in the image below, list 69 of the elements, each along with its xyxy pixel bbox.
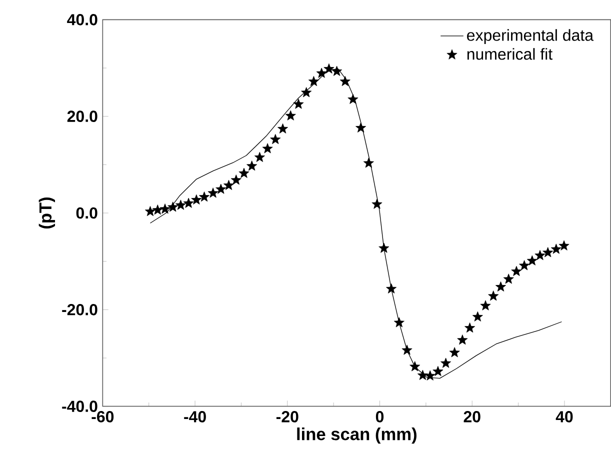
point xyxy=(449,347,460,358)
point xyxy=(378,242,390,253)
point xyxy=(495,281,506,292)
point xyxy=(440,358,452,368)
point xyxy=(152,204,163,215)
point xyxy=(160,204,170,214)
point xyxy=(223,180,234,190)
point xyxy=(332,66,342,76)
x-tick-label: -40 xyxy=(184,411,206,422)
point xyxy=(198,192,210,202)
y-tick-label: -40.0 xyxy=(62,400,98,412)
point xyxy=(183,198,194,208)
point xyxy=(410,361,420,372)
x-tick-label: 0 xyxy=(376,411,384,422)
y-axis-title: (pT) xyxy=(38,198,55,229)
legend-label: numerical fit xyxy=(467,48,552,60)
point xyxy=(175,200,186,210)
point xyxy=(464,322,476,333)
point xyxy=(238,168,250,178)
point xyxy=(526,255,538,266)
point xyxy=(519,260,530,270)
point xyxy=(168,202,178,212)
point xyxy=(301,87,312,98)
point xyxy=(424,370,436,380)
point xyxy=(432,366,444,376)
point xyxy=(534,250,546,260)
point xyxy=(208,188,218,198)
point xyxy=(324,63,334,74)
point xyxy=(542,247,554,258)
point xyxy=(503,274,514,284)
point xyxy=(285,110,296,120)
point xyxy=(472,311,483,322)
point xyxy=(558,240,570,250)
point xyxy=(550,244,562,254)
point xyxy=(246,160,258,171)
point xyxy=(144,206,156,216)
point xyxy=(488,290,499,301)
point xyxy=(356,122,366,132)
point xyxy=(394,317,404,328)
point xyxy=(191,194,202,204)
x-tick-label: -60 xyxy=(92,411,114,422)
x-tick-label: 20 xyxy=(464,411,480,422)
point xyxy=(457,334,468,345)
x-tick-label: 40 xyxy=(556,411,573,422)
point xyxy=(293,98,304,109)
point xyxy=(270,134,281,144)
point xyxy=(254,152,265,162)
x-tick-label: -20 xyxy=(276,411,298,422)
point xyxy=(230,174,242,185)
point xyxy=(402,344,412,355)
point xyxy=(316,68,327,78)
legend-label: experimental data xyxy=(467,29,594,44)
point xyxy=(262,143,273,154)
point xyxy=(480,300,491,310)
point xyxy=(386,283,397,294)
point xyxy=(363,158,374,168)
y-tick-label: -20.0 xyxy=(62,304,98,316)
point xyxy=(340,76,350,86)
y-tick-label: 20.0 xyxy=(67,110,98,122)
y-tick-label: 0.0 xyxy=(76,207,98,219)
point xyxy=(308,76,319,86)
point xyxy=(278,123,288,134)
point xyxy=(216,184,226,194)
point xyxy=(348,94,358,104)
point xyxy=(417,370,428,380)
y-tick-label: 40.0 xyxy=(67,14,98,26)
x-axis-title: line scan (mm) xyxy=(297,428,416,444)
point xyxy=(372,198,382,209)
point xyxy=(511,266,522,276)
